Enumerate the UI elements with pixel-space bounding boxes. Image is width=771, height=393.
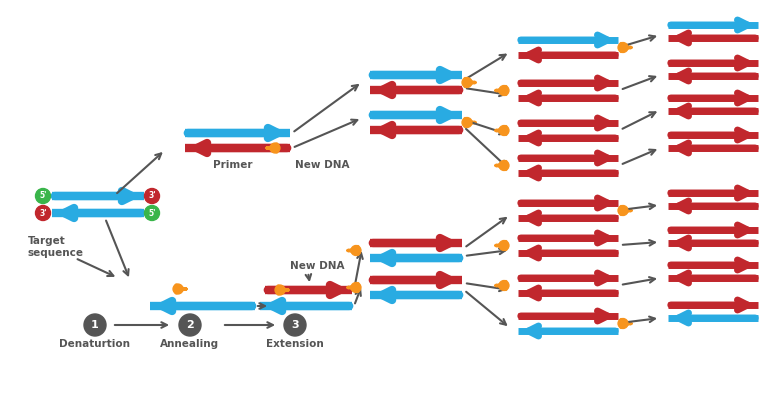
Circle shape [35, 206, 50, 220]
Text: Denaturtion: Denaturtion [59, 339, 130, 349]
Circle shape [284, 314, 306, 336]
Text: Annealing: Annealing [160, 339, 220, 349]
Text: New DNA: New DNA [295, 160, 349, 170]
Text: 1: 1 [91, 320, 99, 330]
Circle shape [618, 42, 628, 52]
Circle shape [144, 206, 160, 220]
Circle shape [351, 246, 361, 255]
Circle shape [35, 189, 50, 204]
Circle shape [499, 281, 509, 290]
Circle shape [270, 143, 280, 153]
Circle shape [144, 189, 160, 204]
Text: 5': 5' [39, 191, 47, 200]
Circle shape [499, 125, 509, 136]
Circle shape [499, 86, 509, 95]
Circle shape [462, 77, 472, 88]
Circle shape [179, 314, 201, 336]
Circle shape [618, 319, 628, 329]
Circle shape [462, 118, 472, 127]
Text: 2: 2 [186, 320, 194, 330]
Circle shape [173, 284, 183, 294]
Text: New DNA: New DNA [290, 261, 345, 271]
Text: Extension: Extension [266, 339, 324, 349]
Text: Primer: Primer [214, 160, 253, 170]
Text: 5': 5' [148, 209, 156, 217]
Circle shape [275, 285, 285, 295]
Text: 3: 3 [291, 320, 299, 330]
Circle shape [499, 241, 509, 250]
Circle shape [499, 161, 509, 171]
Text: 3': 3' [148, 191, 156, 200]
Text: Target
sequence: Target sequence [28, 236, 84, 259]
Circle shape [618, 206, 628, 215]
Circle shape [351, 283, 361, 292]
Text: 3': 3' [39, 209, 47, 217]
Circle shape [84, 314, 106, 336]
